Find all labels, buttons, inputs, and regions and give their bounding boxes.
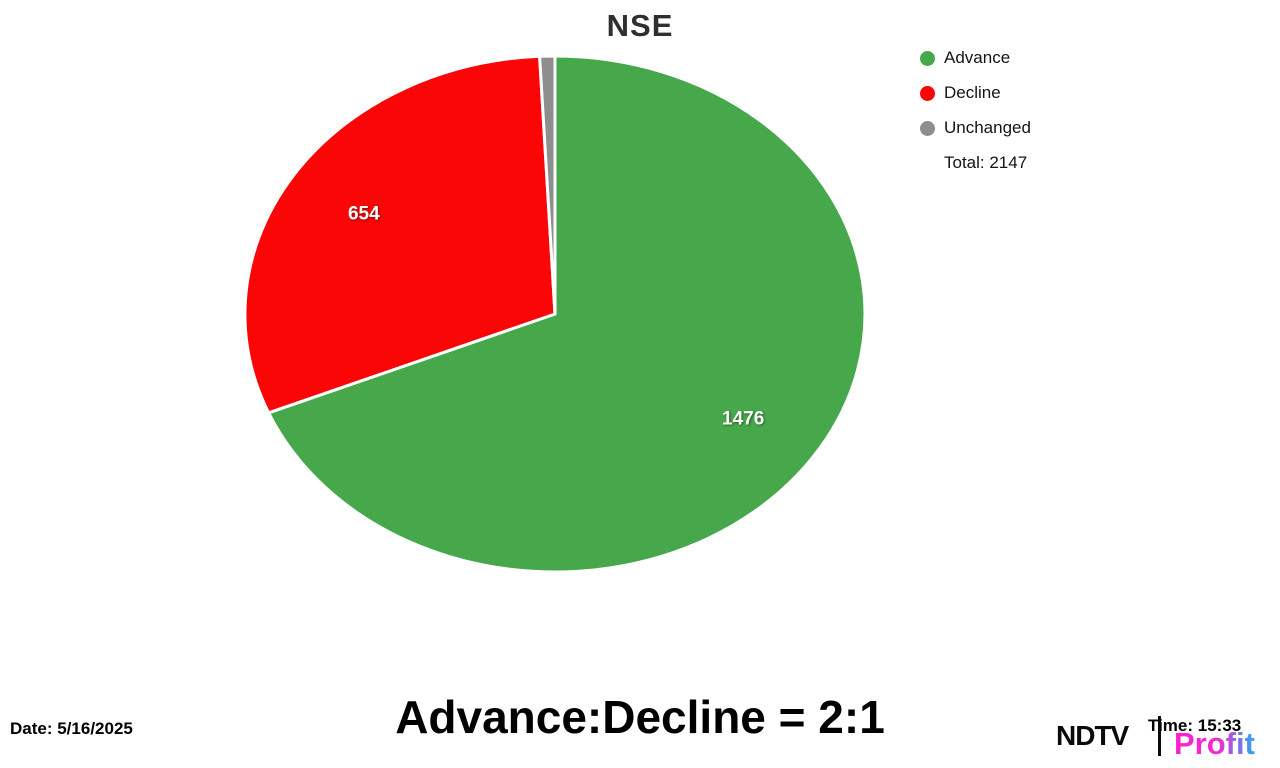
chart-title: NSE — [606, 8, 674, 43]
pie-slice-advance — [267, 54, 867, 574]
pie-slice-value-label: 654 — [348, 203, 380, 224]
legend-label-advance: Advance — [944, 48, 1011, 67]
legend-item-advance: Advance — [920, 46, 1031, 70]
pie-slice-unchanged — [538, 54, 557, 316]
advance-decline-ratio-text: Advance:Decline = 2:1 — [395, 691, 885, 743]
ndtv-logo-text: NDTV — [1056, 720, 1129, 751]
legend: Advance Decline Unchanged Total: 2147 — [920, 46, 1031, 175]
legend-label-unchanged: Unchanged — [944, 118, 1031, 137]
legend-item-decline: Decline — [920, 81, 1031, 105]
pie-slice-decline — [243, 54, 557, 415]
profit-logo-text: Profit — [1174, 726, 1255, 761]
legend-dot-advance — [920, 50, 935, 66]
date-text: Date: 5/16/2025 — [10, 719, 133, 738]
legend-item-unchanged: Unchanged — [920, 116, 1031, 140]
legend-dot-unchanged — [920, 120, 935, 136]
ndtv-profit-logo: NDTV Profit — [1052, 714, 1267, 764]
time-text: Time: 15:33 — [1148, 716, 1241, 735]
legend-dot-decline — [920, 85, 935, 101]
logo-divider-bar — [1158, 716, 1161, 756]
pie-slice-value-label: 1476 — [722, 409, 764, 430]
legend-total: Total: 2147 — [944, 153, 1028, 172]
legend-label-decline: Decline — [944, 83, 1001, 102]
